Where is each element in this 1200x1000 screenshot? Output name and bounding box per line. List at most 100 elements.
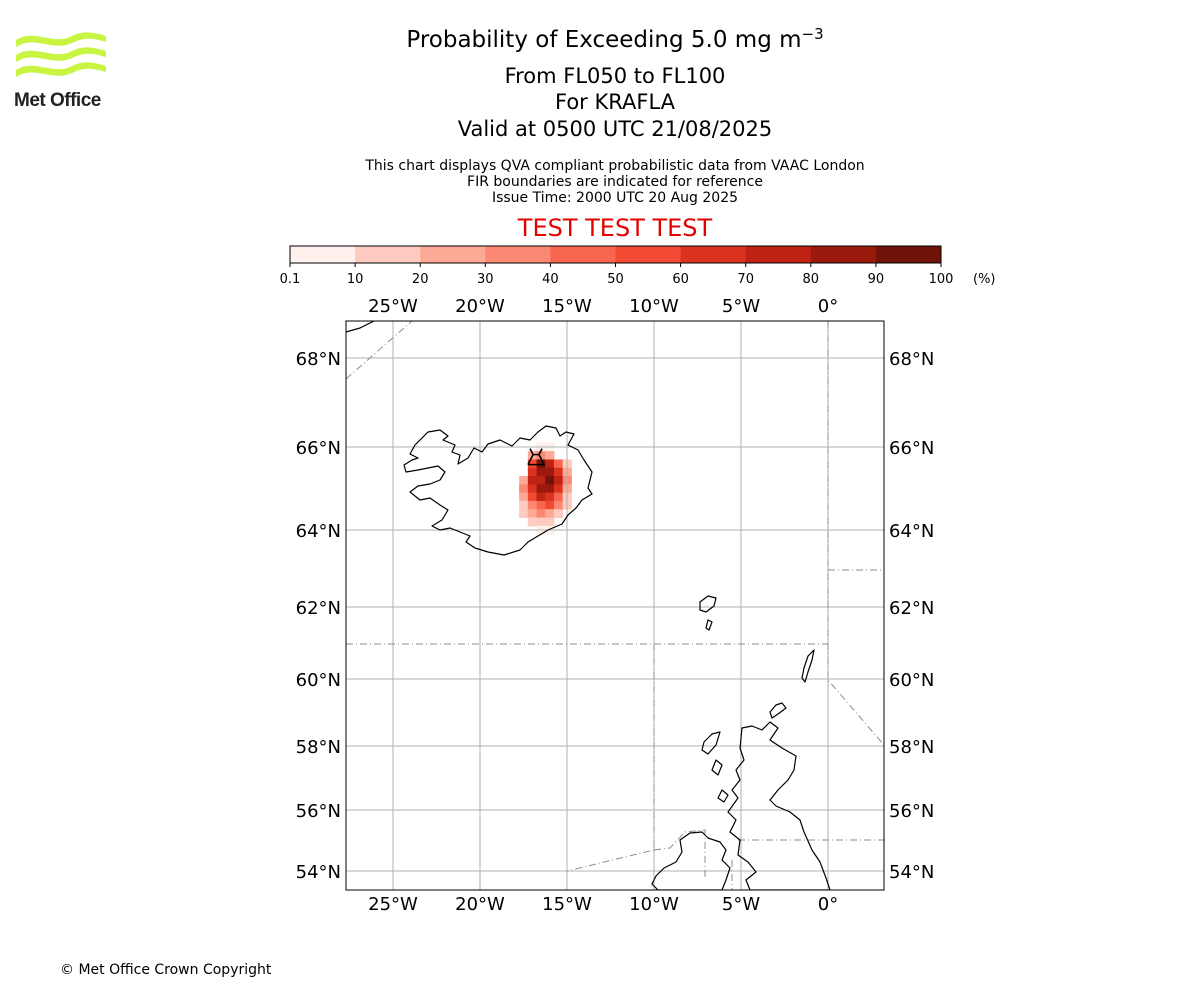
probability-cell <box>527 467 538 477</box>
probability-cell <box>536 476 546 485</box>
probability-cell <box>545 500 555 510</box>
coastlines <box>346 321 831 890</box>
coastline-faroe <box>699 595 717 631</box>
colorbar-segment <box>420 246 486 263</box>
probability-cell <box>519 509 529 519</box>
lon-label-bottom: 5°W <box>722 894 760 915</box>
colorbar-tick-label: 30 <box>477 272 494 287</box>
met-office-wave-icon <box>16 32 106 77</box>
map-panel: 25°W 25°W 20°W 20°W 15°W 15°W 10°W 10°W 5°W 5°W 0°… <box>296 296 935 915</box>
probability-cell <box>527 517 538 527</box>
probability-cell <box>527 492 538 502</box>
probability-cell <box>519 492 529 502</box>
probability-cell <box>536 500 546 510</box>
coastline-orkney <box>769 702 787 719</box>
lat-label-right: 56°N <box>889 801 934 822</box>
coastline-hebrides <box>701 731 729 803</box>
probability-cell <box>545 484 555 494</box>
lon-label-bottom: 25°W <box>368 894 418 915</box>
level-range: From FL050 to FL100 <box>504 64 726 88</box>
probability-cell <box>536 484 546 494</box>
lon-label-bottom: 0° <box>818 894 838 915</box>
lon-label-top: 0° <box>818 296 838 317</box>
probability-cell <box>527 500 538 510</box>
probability-cell <box>553 484 564 494</box>
lon-label-bottom: 20°W <box>455 894 505 915</box>
axis-labels: 25°W 25°W 20°W 20°W 15°W 15°W 10°W 10°W 5°W 5°W 0°… <box>296 296 935 915</box>
probability-cell <box>536 451 546 460</box>
colorbar-tick-label: 60 <box>672 272 689 287</box>
lon-label-bottom: 15°W <box>542 894 592 915</box>
probability-cell <box>519 476 529 485</box>
coastline-scotland <box>727 721 831 890</box>
colorbar-tick-label: 40 <box>542 272 559 287</box>
probability-cell <box>527 476 538 485</box>
lat-label-right: 66°N <box>889 438 934 459</box>
probability-cell <box>519 484 529 494</box>
lat-label-right: 64°N <box>889 521 934 542</box>
test-banner: TEST TEST TEST <box>517 214 713 242</box>
lat-label-left: 62°N <box>296 598 341 619</box>
note-line-1: This chart displays QVA compliant probab… <box>365 158 865 174</box>
probability-cell <box>553 467 564 477</box>
volcano-name: For KRAFLA <box>555 90 675 114</box>
coastline-shetland <box>801 649 815 683</box>
probability-cell <box>553 509 564 519</box>
lon-label-top: 5°W <box>722 296 760 317</box>
probability-cell <box>545 509 555 519</box>
probability-cell <box>527 509 538 519</box>
probability-cell <box>553 476 564 485</box>
lat-label-left: 68°N <box>296 349 341 370</box>
lat-label-left: 64°N <box>296 521 341 542</box>
probability-cell <box>536 517 546 527</box>
lat-label-left: 60°N <box>296 670 341 691</box>
colorbar-segment <box>355 246 421 263</box>
lat-label-right: 58°N <box>889 737 934 758</box>
probability-cell <box>545 451 555 460</box>
colorbar-tick-label: 0.1 <box>280 272 301 287</box>
colorbar-segment <box>485 246 551 263</box>
colorbar-tick-label: 10 <box>347 272 364 287</box>
lon-label-top: 10°W <box>629 296 679 317</box>
probability-cell <box>545 459 555 469</box>
colorbar-unit: (%) <box>973 272 996 287</box>
lon-label-top: 15°W <box>542 296 592 317</box>
lon-label-top: 20°W <box>455 296 505 317</box>
probability-cell <box>545 517 555 527</box>
title-main-text: Probability of Exceeding 5.0 mg m <box>406 27 802 53</box>
copyright: © Met Office Crown Copyright <box>60 962 272 978</box>
fir-boundaries <box>346 321 884 890</box>
probability-cell <box>553 492 564 502</box>
probability-cell <box>519 500 529 510</box>
probability-cell <box>545 467 555 477</box>
map-frame <box>345 320 885 891</box>
lat-label-left: 54°N <box>296 862 341 883</box>
lat-label-left: 58°N <box>296 737 341 758</box>
colorbar-segment <box>875 246 942 263</box>
probability-cell <box>536 467 546 477</box>
colorbar-segment <box>680 246 747 263</box>
probability-cell <box>536 509 546 519</box>
lat-label-left: 66°N <box>296 438 341 459</box>
probability-cell <box>536 492 546 502</box>
lat-label-left: 56°N <box>296 801 341 822</box>
lat-label-right: 62°N <box>889 598 934 619</box>
note-line-2: FIR boundaries are indicated for referen… <box>467 174 763 190</box>
coastline-greenland-edge <box>346 321 375 333</box>
colorbar-tick-label: 20 <box>412 272 429 287</box>
title-exponent: −3 <box>801 25 824 43</box>
coastline-iceland <box>403 425 593 556</box>
lon-label-bottom: 10°W <box>629 894 679 915</box>
volcano-marker <box>527 448 546 466</box>
colorbar-segment <box>745 246 812 263</box>
lat-label-right: 68°N <box>889 349 934 370</box>
probability-cell <box>545 476 555 485</box>
colorbar-tick-label: 70 <box>737 272 754 287</box>
colorbar-tick-label: 80 <box>803 272 820 287</box>
graticule <box>346 321 884 890</box>
colorbar-segment <box>810 246 877 263</box>
logo-wordmark: Met Office <box>14 90 101 111</box>
colorbar-tick-label: 90 <box>868 272 885 287</box>
met-office-logo: Met Office <box>14 30 110 114</box>
